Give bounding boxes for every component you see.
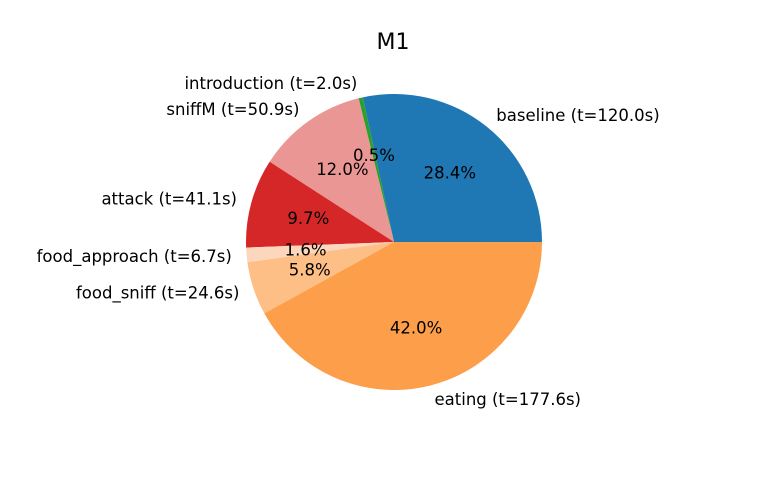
slice-percent-label: 0.5%: [353, 146, 395, 165]
pie-slice: [269, 98, 394, 243]
pie-slice: [264, 242, 542, 391]
slice-percent-label: 42.0%: [390, 319, 442, 338]
pie-slice: [246, 242, 394, 263]
slice-label: food_approach (t=6.7s): [37, 247, 232, 267]
slice-percent-label: 12.0%: [316, 160, 368, 179]
chart-title: M1: [377, 30, 410, 55]
pie-labels: baseline (t=120.0s) 28.4% introduction (t=…: [37, 74, 660, 409]
pie-slice: [362, 94, 542, 242]
slice-label: attack (t=41.1s): [101, 189, 237, 208]
pie-slice: [246, 161, 394, 248]
pie-slice: [358, 97, 394, 242]
pie-slice: [247, 242, 394, 314]
slice-percent-label: 9.7%: [287, 209, 329, 228]
slice-label: sniffM (t=50.9s): [166, 100, 299, 119]
slice-percent-label: 5.8%: [289, 260, 331, 279]
pie-slices: [246, 94, 542, 391]
slice-percent-label: 1.6%: [285, 240, 327, 259]
slice-label: eating (t=177.6s): [435, 390, 582, 409]
slice-label: baseline (t=120.0s): [496, 106, 659, 125]
slice-label: food_sniff (t=24.6s): [76, 284, 239, 304]
slice-label: introduction (t=2.0s): [184, 74, 357, 93]
slice-percent-label: 28.4%: [424, 163, 476, 182]
